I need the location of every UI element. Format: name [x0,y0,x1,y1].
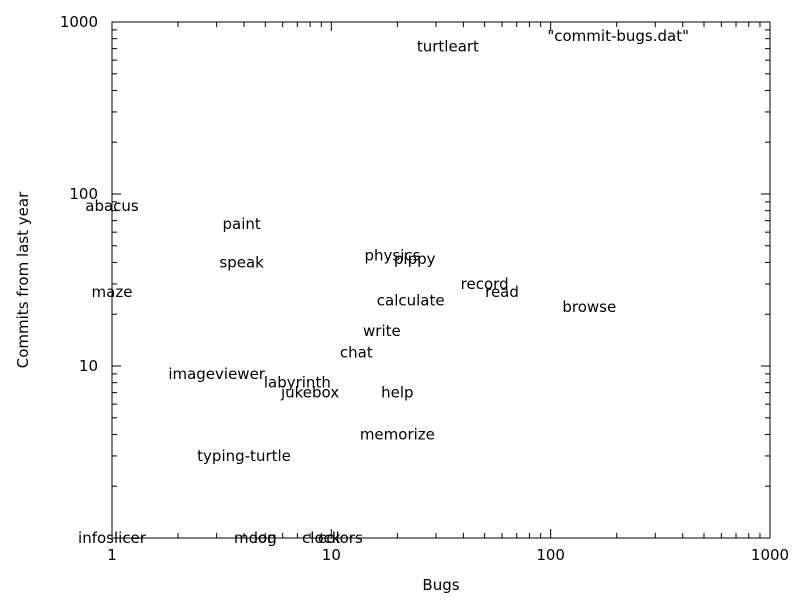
x-tick-label: 1 [107,546,117,564]
point-label: turtleart [417,38,479,56]
point-label: colors [318,529,363,547]
point-label: record [461,275,509,293]
y-tick-label: 10 [79,357,98,375]
point-label: log [254,529,277,547]
point-label: maze [92,283,133,301]
point-label: memorize [360,425,435,443]
point-label: read [485,283,519,301]
y-axis-title: Commits from last year [14,191,32,368]
tick-labels: 1 10 100 1000 10 100 1000 [60,13,789,564]
point-label: moon [234,529,276,547]
point-label: browse [562,298,616,316]
point-label: imageviewer [168,365,265,383]
point-label: abacus [85,197,139,215]
point-label: calculate [377,292,445,310]
point-label: write [363,322,401,340]
point-label: chat [340,343,373,361]
point-label: paint [222,215,260,233]
x-axis-title: Bugs [422,576,459,594]
x-tick-label: 10 [322,546,341,564]
point-label: help [381,384,413,402]
point-label: typing-turtle [197,447,291,465]
minor-ticks [112,22,770,538]
y-tick-label: 100 [69,185,98,203]
point-label: pippy [394,250,436,268]
point-label: clock [302,529,341,547]
y-tick-label: 1000 [60,13,98,31]
x-tick-label: 100 [536,546,565,564]
major-ticks [111,21,771,539]
point-label: physics [364,246,420,264]
plot-frame [111,21,771,539]
point-label: labyrinth [264,374,331,392]
point-label: infoslicer [78,529,147,547]
x-tick-label: 1000 [751,546,789,564]
legend-label: "commit-bugs.dat" [547,27,689,45]
point-label: jukebox [280,384,339,402]
point-label: speak [219,253,264,271]
